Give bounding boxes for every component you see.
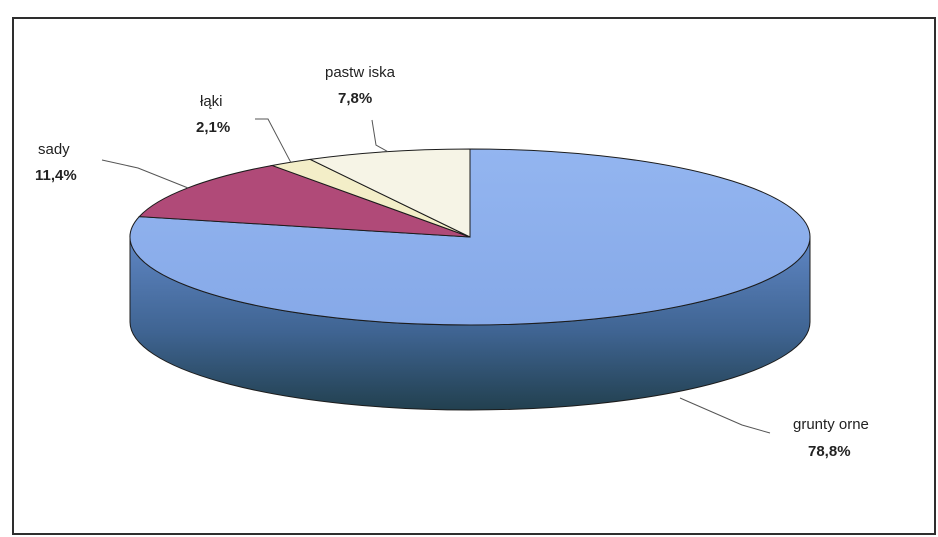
slice-value-laki: 2,1% bbox=[196, 119, 230, 136]
slice-value-pastwiska: 7,8% bbox=[338, 90, 372, 107]
slice-label-pastwiska: pastw iska bbox=[325, 64, 396, 81]
leader-line-sady bbox=[101, 159, 188, 189]
slice-value-sady: 11,4% bbox=[35, 167, 77, 184]
slice-label-laki: łąki bbox=[200, 93, 223, 110]
leader-line-pastwiska bbox=[371, 119, 388, 153]
leader-line-laki bbox=[255, 118, 292, 163]
leader-line-grunty-orne bbox=[679, 397, 771, 434]
slice-label-sady: sady bbox=[38, 141, 70, 158]
pie-slice-pastwiska bbox=[308, 148, 471, 238]
slice-label-grunty-orne: grunty orne bbox=[793, 416, 869, 433]
slice-value-grunty-orne: 78,8% bbox=[808, 443, 851, 460]
